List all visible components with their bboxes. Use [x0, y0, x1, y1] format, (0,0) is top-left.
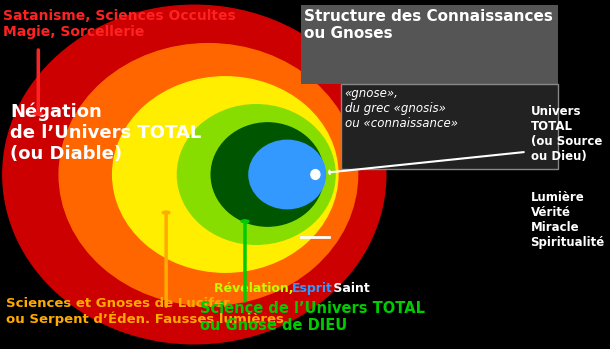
Ellipse shape [211, 123, 324, 226]
Text: Univers
TOTAL
(ou Source
ou Dieu): Univers TOTAL (ou Source ou Dieu) [531, 105, 602, 163]
Text: «gnose»,
du grec «gnosis»
ou «connaissance»: «gnose», du grec «gnosis» ou «connaissan… [345, 87, 458, 129]
Text: Satanisme, Sciences Occultes
Magie, Sorcellerie: Satanisme, Sciences Occultes Magie, Sorc… [3, 9, 235, 39]
Text: Négation
de l’Univers TOTAL
(ou Diable): Négation de l’Univers TOTAL (ou Diable) [10, 103, 201, 163]
Circle shape [311, 170, 320, 179]
Text: Sciences et Gnoses de Lucifer
ou Serpent d’Éden. Fausses lumières: Sciences et Gnoses de Lucifer ou Serpent… [5, 297, 284, 326]
Ellipse shape [249, 140, 326, 209]
Text: Esprit: Esprit [292, 282, 332, 295]
Ellipse shape [113, 77, 338, 272]
Ellipse shape [3, 5, 386, 344]
FancyBboxPatch shape [301, 5, 558, 84]
Text: Structure des Connaissances
ou Gnoses: Structure des Connaissances ou Gnoses [304, 9, 553, 41]
Text: Science de l’Univers TOTAL
ou Gnose de DIEU: Science de l’Univers TOTAL ou Gnose de D… [200, 301, 425, 333]
Text: Révélation,: Révélation, [214, 282, 298, 295]
Text: Saint: Saint [329, 282, 370, 295]
FancyBboxPatch shape [341, 84, 558, 169]
Ellipse shape [59, 44, 357, 305]
Text: Lumière
Vérité
Miracle
Spiritualité: Lumière Vérité Miracle Spiritualité [531, 191, 605, 249]
Ellipse shape [178, 105, 335, 244]
